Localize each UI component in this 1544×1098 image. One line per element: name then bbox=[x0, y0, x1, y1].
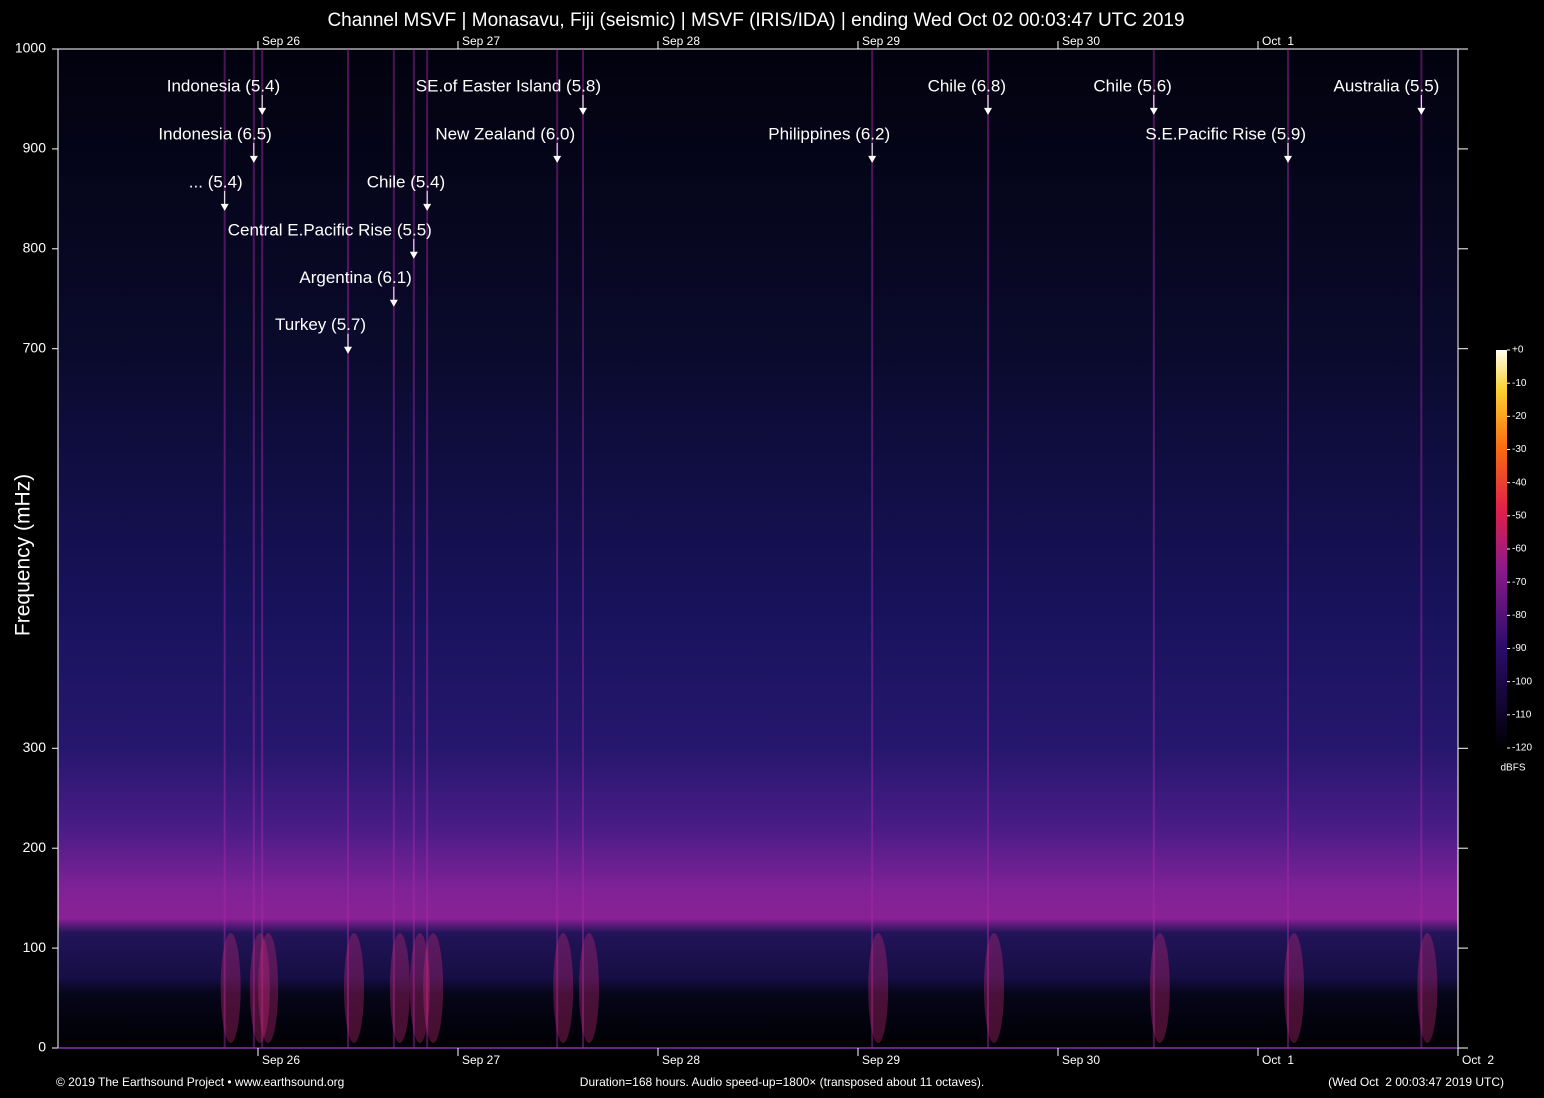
event-energy bbox=[579, 933, 599, 1044]
event-energy bbox=[1417, 933, 1438, 1044]
top-x-tick-label: Sep 29 bbox=[862, 34, 900, 48]
top-x-tick-label: Sep 30 bbox=[1062, 34, 1100, 48]
event-arrowhead bbox=[579, 107, 587, 115]
x-tick-label: Sep 29 bbox=[862, 1053, 900, 1067]
event-arrowhead bbox=[409, 251, 418, 259]
y-tick-label: 900 bbox=[23, 140, 47, 156]
event-streak bbox=[347, 49, 349, 1048]
event-energy bbox=[1284, 933, 1304, 1044]
event-energy bbox=[220, 933, 241, 1044]
event-label: Chile (5.4) bbox=[367, 172, 445, 191]
colorbar-tick-label: -100 bbox=[1512, 676, 1532, 687]
colorbar-tick-label: -50 bbox=[1512, 510, 1527, 521]
top-x-tick-label: Oct 1 bbox=[1262, 34, 1294, 48]
colorbar-tick-label: -60 bbox=[1512, 544, 1527, 555]
y-tick-label: 800 bbox=[23, 240, 47, 256]
x-tick-label: Sep 27 bbox=[462, 1053, 500, 1067]
x-tick-label: Oct 2 bbox=[1462, 1053, 1494, 1067]
event-arrowhead bbox=[1417, 107, 1426, 115]
event-arrowhead bbox=[1284, 155, 1292, 163]
event-streak bbox=[987, 49, 989, 1048]
colorbar-label: dBFS bbox=[1500, 763, 1525, 774]
event-label: Chile (5.6) bbox=[1093, 76, 1171, 95]
top-x-tick-label: Sep 27 bbox=[462, 34, 500, 48]
footer-right: (Wed Oct 2 00:03:47 2019 UTC) bbox=[1328, 1075, 1504, 1089]
event-arrowhead bbox=[984, 107, 992, 115]
y-axis-label: Frequency (mHz) bbox=[12, 474, 35, 636]
event-arrowhead bbox=[220, 203, 229, 211]
event-energy bbox=[344, 933, 364, 1044]
colorbar-tick-label: -40 bbox=[1512, 477, 1527, 488]
event-arrowhead bbox=[553, 155, 562, 163]
event-arrowhead bbox=[258, 107, 267, 115]
event-streak bbox=[556, 49, 559, 1048]
x-tick-label: Oct 1 bbox=[1262, 1053, 1294, 1067]
event-label: S.E.Pacific Rise (5.9) bbox=[1145, 124, 1306, 143]
event-label: Philippines (6.2) bbox=[768, 124, 890, 143]
event-streak bbox=[871, 49, 874, 1048]
event-label: Australia (5.5) bbox=[1334, 76, 1440, 95]
event-energy bbox=[868, 933, 889, 1044]
y-tick-label: 300 bbox=[23, 739, 47, 755]
event-arrowhead bbox=[868, 155, 877, 163]
x-tick-label: Sep 28 bbox=[662, 1053, 700, 1067]
event-energy bbox=[553, 933, 574, 1044]
spectrogram-background bbox=[58, 49, 1458, 1048]
colorbar bbox=[1496, 350, 1507, 748]
event-streak bbox=[582, 49, 584, 1048]
top-x-tick-label: Sep 26 bbox=[262, 34, 300, 48]
event-streak bbox=[1420, 49, 1423, 1048]
colorbar-tick-label: -70 bbox=[1512, 577, 1527, 588]
colorbar-tick-label: -80 bbox=[1512, 610, 1527, 621]
event-arrowhead bbox=[249, 155, 258, 163]
event-streak bbox=[1287, 49, 1289, 1048]
event-label: SE.of Easter Island (5.8) bbox=[416, 76, 601, 95]
event-arrowhead bbox=[1149, 107, 1158, 115]
y-tick-label: 100 bbox=[23, 939, 47, 955]
y-tick-label: 0 bbox=[38, 1039, 46, 1055]
y-tick-label: 200 bbox=[23, 839, 47, 855]
event-streak bbox=[223, 49, 226, 1048]
event-energy bbox=[258, 933, 279, 1044]
y-tick-label: 1000 bbox=[15, 40, 46, 56]
event-arrowhead bbox=[423, 203, 432, 211]
x-tick-label: Sep 26 bbox=[262, 1053, 300, 1067]
colorbar-tick-label: -90 bbox=[1512, 643, 1527, 654]
event-energy bbox=[423, 933, 444, 1044]
event-label: Indonesia (5.4) bbox=[167, 76, 280, 95]
colorbar-tick-label: -20 bbox=[1512, 411, 1527, 422]
event-label: Chile (6.8) bbox=[928, 76, 1006, 95]
event-arrowhead bbox=[344, 346, 352, 354]
colorbar-tick-label: -110 bbox=[1512, 709, 1532, 720]
event-energy bbox=[389, 933, 410, 1044]
event-streak bbox=[392, 49, 395, 1048]
event-streak bbox=[412, 49, 415, 1048]
event-label: Turkey (5.7) bbox=[275, 315, 366, 334]
event-energy bbox=[249, 933, 270, 1044]
y-tick-label: 700 bbox=[23, 339, 47, 355]
colorbar-tick-label: -30 bbox=[1512, 444, 1527, 455]
event-energy bbox=[984, 933, 1004, 1044]
colorbar-tick-label: +0 bbox=[1512, 345, 1524, 356]
event-label: Indonesia (6.5) bbox=[158, 124, 271, 143]
top-x-tick-label: Sep 28 bbox=[662, 34, 700, 48]
colorbar-tick-label: -120 bbox=[1512, 743, 1532, 754]
x-tick-label: Sep 30 bbox=[1062, 1053, 1100, 1067]
event-label: ... (5.4) bbox=[189, 172, 243, 191]
event-label: Argentina (6.1) bbox=[299, 268, 411, 287]
chart-title: Channel MSVF | Monasavu, Fiji (seismic) … bbox=[327, 10, 1184, 31]
event-streak bbox=[1152, 49, 1155, 1048]
event-energy bbox=[409, 933, 430, 1044]
colorbar-tick-label: -10 bbox=[1512, 378, 1527, 389]
event-arrowhead bbox=[389, 299, 398, 307]
event-label: Central E.Pacific Rise (5.5) bbox=[228, 220, 432, 239]
event-energy bbox=[1149, 933, 1170, 1044]
footer-left: © 2019 The Earthsound Project • www.eart… bbox=[56, 1075, 344, 1089]
event-streak bbox=[252, 49, 255, 1048]
event-streak bbox=[261, 49, 264, 1048]
footer-center: Duration=168 hours. Audio speed-up=1800×… bbox=[580, 1075, 984, 1089]
event-streak bbox=[426, 49, 429, 1048]
event-label: New Zealand (6.0) bbox=[435, 124, 575, 143]
